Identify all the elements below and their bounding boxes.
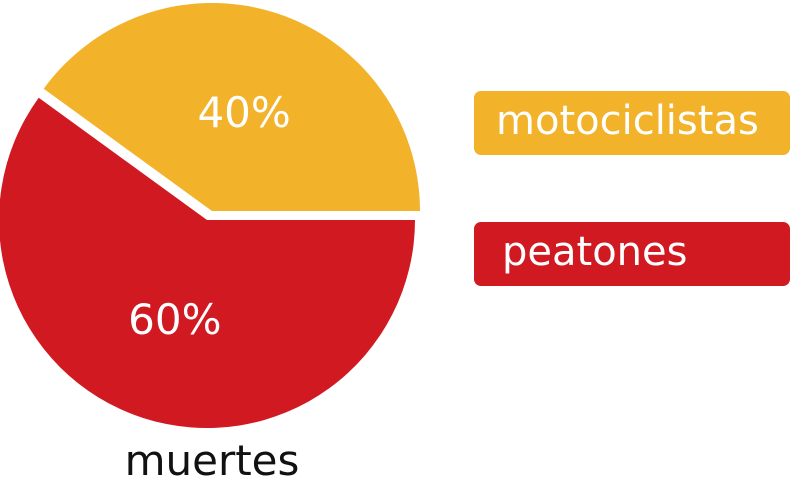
- legend-item-peatones: peatones: [474, 222, 790, 286]
- slice-value-label-peatones: 60%: [128, 295, 221, 344]
- legend-item-motociclistas: motociclistas: [474, 91, 790, 155]
- slice-value-label-motociclistas: 40%: [197, 88, 290, 137]
- pie-slice-peatones: [0, 97, 415, 428]
- chart-caption: muertes: [124, 436, 300, 485]
- pie-slice-motociclistas: [43, 2, 421, 211]
